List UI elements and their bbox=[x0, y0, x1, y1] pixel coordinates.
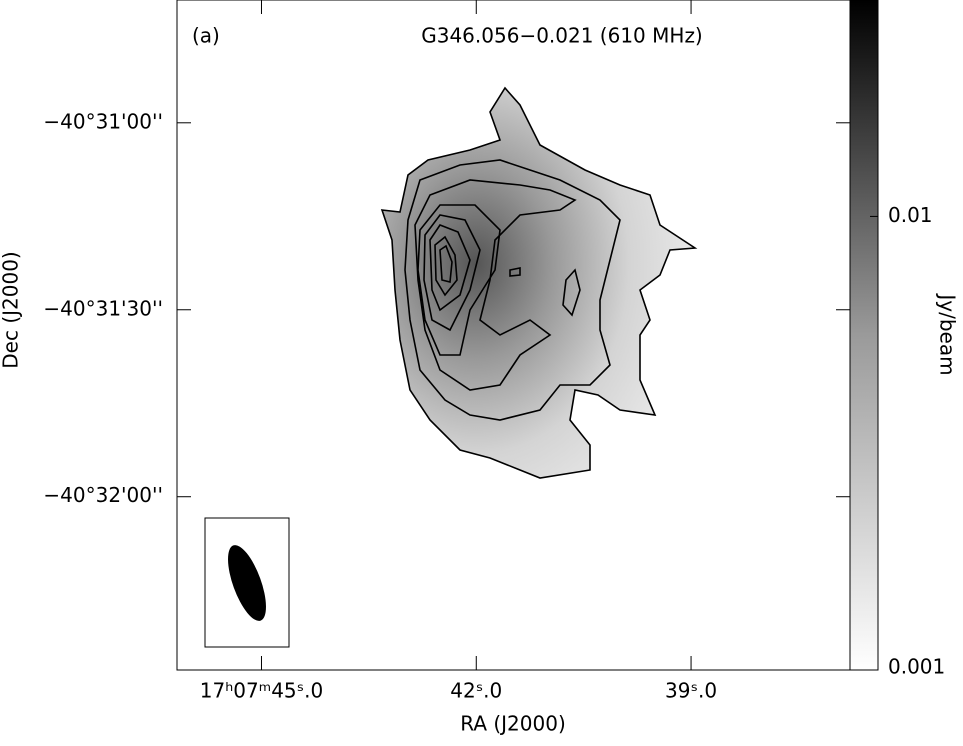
y-tick-label: −40°31'30'' bbox=[43, 296, 163, 320]
colorbar-label: Jy/beam bbox=[936, 292, 960, 375]
x-tick-label: 17ʰ07ᵐ45ˢ.0 bbox=[200, 679, 323, 703]
x-tick-label: 39ˢ.0 bbox=[665, 679, 717, 703]
chart-title: G346.056−0.021 (610 MHz) bbox=[421, 24, 703, 48]
beam-box bbox=[204, 517, 290, 648]
source-map bbox=[380, 86, 698, 479]
y-axis-label: Dec (J2000) bbox=[0, 251, 23, 368]
colorbar-tick-label: 0.001 bbox=[888, 655, 945, 679]
colorbar-tick-label: 0.01 bbox=[888, 203, 933, 227]
beam bbox=[228, 545, 266, 621]
colorbar bbox=[849, 0, 879, 671]
y-tick-label: −40°31'00'' bbox=[43, 109, 163, 133]
y-tick-label: −40°32'00'' bbox=[43, 483, 163, 507]
x-tick-label: 42ˢ.0 bbox=[450, 679, 502, 703]
x-axis-label: RA (J2000) bbox=[460, 712, 566, 736]
panel-label: (a) bbox=[192, 24, 220, 48]
